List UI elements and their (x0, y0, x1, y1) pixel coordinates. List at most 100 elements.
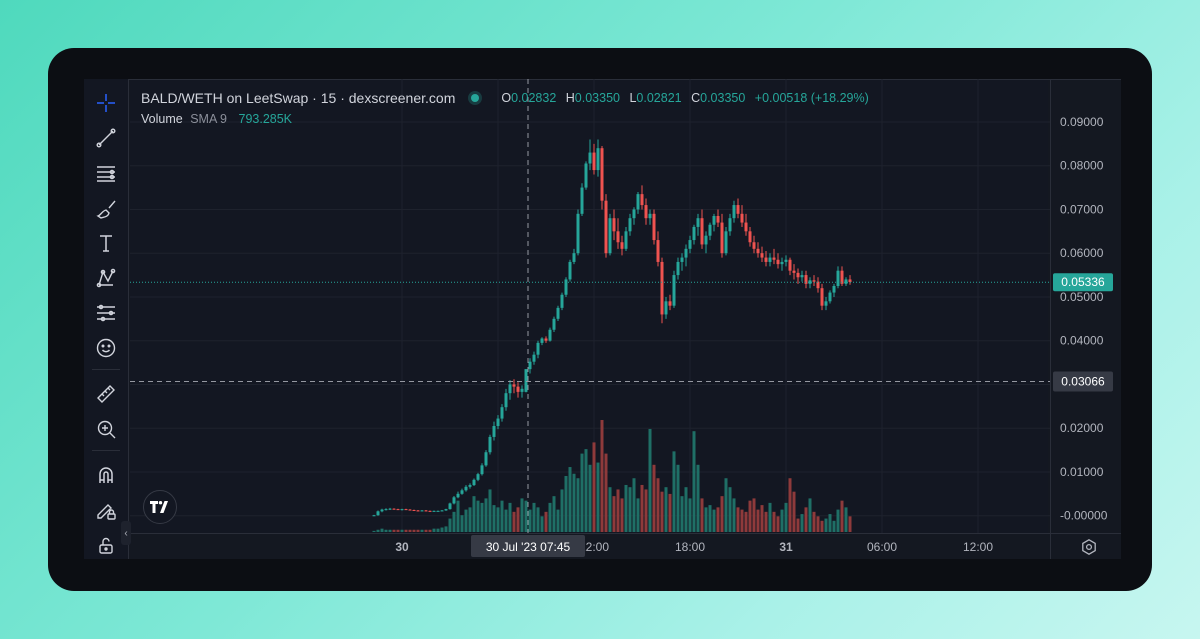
candle-body (444, 509, 448, 511)
tradingview-logo[interactable] (143, 490, 177, 524)
crosshair-icon[interactable] (94, 91, 118, 115)
candlestick-chart[interactable]: 0.09000 0.08000 0.07000 0.06000 0.05000 0.040… (84, 79, 1121, 559)
candle-body (668, 301, 672, 306)
volume-bar (572, 473, 576, 532)
volume-bar (824, 518, 828, 532)
candle-body (620, 242, 624, 249)
candle-body (604, 200, 608, 254)
y-tick-label: 0.04000 (1060, 334, 1104, 348)
volume-bar (464, 509, 468, 532)
candle-body (760, 253, 764, 258)
volume-bar (532, 502, 536, 532)
high-value: 0.03350 (574, 91, 620, 105)
zoom-in-icon[interactable] (94, 417, 118, 441)
tradingview-logo-icon (150, 501, 168, 513)
volume-bar (476, 500, 480, 532)
volume-bar (848, 516, 852, 532)
volume-bar (528, 509, 532, 532)
last-price-label: 0.05336 (1061, 275, 1105, 289)
volume-bar (628, 487, 632, 532)
volume-bar (452, 511, 456, 532)
volume-bar (668, 493, 672, 532)
volume-bar (384, 529, 388, 532)
pattern-icon[interactable] (94, 266, 118, 290)
x-tick-label: 31 (779, 540, 793, 554)
trend-line-icon[interactable] (94, 126, 118, 150)
candle-body (512, 384, 516, 387)
candle-body (448, 503, 452, 510)
emoji-icon[interactable] (94, 336, 118, 360)
candle-body (608, 218, 612, 254)
volume-bar (680, 496, 684, 532)
candle-body (584, 163, 588, 188)
candle-body (704, 235, 708, 245)
volume-bar (700, 498, 704, 532)
candle-body (840, 270, 844, 284)
candle-body (716, 216, 720, 223)
magnet-icon[interactable] (94, 463, 118, 487)
candle-body (688, 240, 692, 249)
candle-body (800, 275, 804, 278)
volume-bar (468, 507, 472, 532)
candle-body (532, 354, 536, 362)
y-tick-label: 0.01000 (1060, 465, 1104, 479)
brush-icon[interactable] (94, 196, 118, 220)
symbol-title[interactable]: BALD/WETH on LeetSwap · 15 · dexscreener… (141, 90, 456, 106)
candle-body (480, 465, 484, 475)
volume-label[interactable]: Volume (141, 112, 183, 126)
candle-body (636, 194, 640, 210)
toolbar-divider (92, 369, 120, 370)
volume-bar (620, 498, 624, 532)
volume-bar (432, 528, 436, 532)
fib-retracement-icon[interactable] (94, 161, 118, 185)
x-tick-label: 30 (395, 540, 409, 554)
volume-bar (492, 505, 496, 532)
ruler-icon[interactable] (94, 382, 118, 406)
candle-body (616, 231, 620, 243)
volume-bar (576, 478, 580, 532)
candle-body (388, 508, 392, 510)
volume-bar (548, 502, 552, 532)
lock-drawing-icon[interactable] (94, 498, 118, 522)
candle-body (436, 510, 440, 512)
prediction-icon[interactable] (94, 301, 118, 325)
volume-bar (712, 509, 716, 532)
y-tick-label: 0.06000 (1060, 246, 1104, 260)
candle-body (580, 187, 584, 214)
candle-body (632, 209, 636, 219)
volume-bar (616, 489, 620, 532)
candle-body (476, 474, 480, 480)
volume-bar (756, 509, 760, 532)
candle-body (648, 213, 652, 219)
candle-body (528, 361, 532, 370)
volume-bar (652, 464, 656, 532)
volume-bar (536, 507, 540, 532)
volume-bar (624, 484, 628, 532)
volume-bar (460, 515, 464, 532)
volume-bar (804, 507, 808, 532)
candle-body (732, 205, 736, 219)
volume-bar (844, 507, 848, 532)
chart-screen[interactable]: 0.09000 0.08000 0.07000 0.06000 0.05000 0.040… (84, 79, 1121, 559)
y-tick-label: 0.07000 (1060, 202, 1104, 216)
candle-body (692, 226, 696, 241)
volume-bar (808, 498, 812, 532)
unlock-icon[interactable] (94, 533, 118, 557)
candle-body (596, 148, 600, 171)
candle-body (624, 231, 628, 249)
volume-bar (396, 529, 400, 532)
x-tick-label: 12:00 (963, 540, 993, 554)
volume-bar (788, 478, 792, 532)
volume-bar (376, 529, 380, 532)
candle-body (552, 318, 556, 330)
collapse-toolbar-button[interactable]: ‹ (121, 521, 131, 545)
candle-body (408, 509, 412, 511)
candle-body (724, 231, 728, 254)
candle-body (560, 294, 564, 308)
volume-bar (740, 509, 744, 532)
volume-bar (784, 502, 788, 532)
candle-body (680, 257, 684, 262)
text-icon[interactable] (94, 231, 118, 255)
candle-body (696, 218, 700, 227)
chart-settings-icon[interactable] (1080, 538, 1098, 556)
